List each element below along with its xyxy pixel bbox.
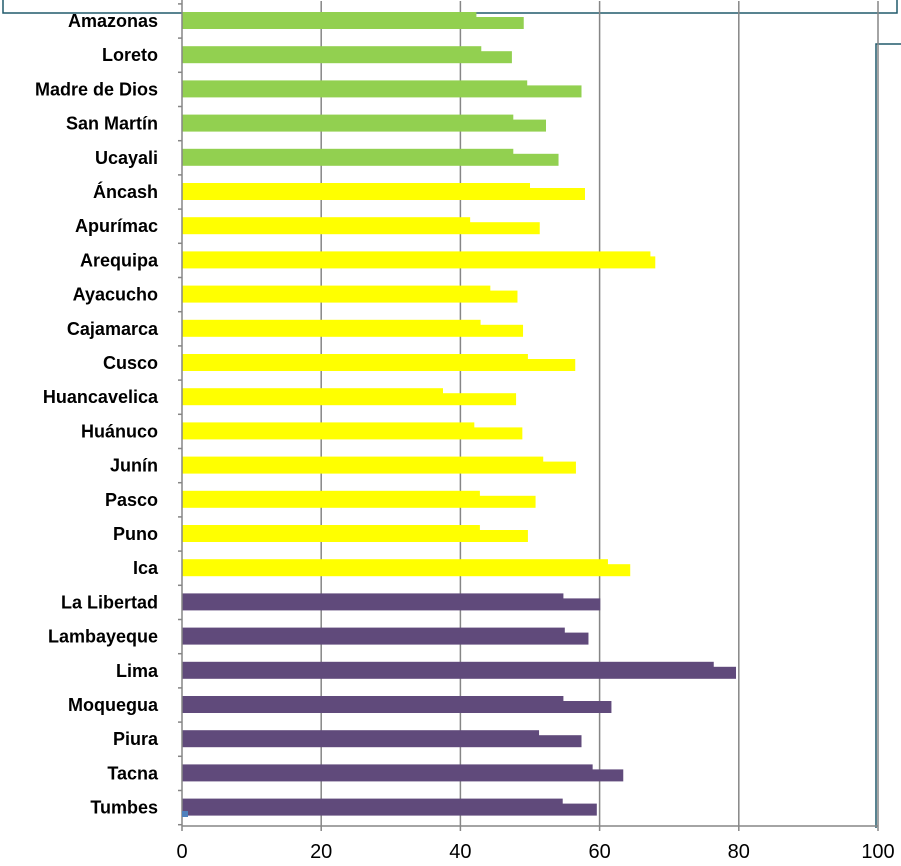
bar-s2-piura (182, 735, 582, 748)
category-label: Lima (116, 661, 159, 681)
category-label: Madre de Dios (35, 79, 158, 99)
bar-s2-junin (182, 461, 576, 474)
category-label: Pasco (105, 490, 158, 510)
bars (182, 12, 737, 816)
bar-s2-madre-de-dios (182, 85, 582, 98)
category-label: Loreto (102, 45, 158, 65)
annotation-bracket-right (875, 43, 901, 828)
tumbes-marker (182, 811, 188, 817)
x-tick-label: 0 (176, 841, 187, 863)
category-labels: Amazonas Loreto Madre de Dios San Martín Uca… (35, 11, 159, 818)
bar-s2-puno (182, 530, 528, 542)
x-tick-label: 20 (310, 841, 332, 863)
bar-s2-moquegua (182, 701, 612, 713)
category-label: Ica (133, 558, 159, 578)
bar-s2-ucayali (182, 153, 559, 166)
x-tick-label: 60 (588, 841, 610, 863)
category-label: Tumbes (90, 798, 158, 818)
bar-s2-apurimac (182, 222, 540, 235)
gridlines (320, 1, 879, 826)
category-label: Áncash (93, 181, 158, 202)
bar-s2-ica (182, 564, 631, 577)
category-label: Amazonas (68, 11, 158, 31)
bar-s2-huanuco (182, 427, 523, 440)
category-label: Lambayeque (48, 627, 158, 647)
category-label: San Martín (66, 114, 158, 134)
bar-s2-san-martin (182, 119, 547, 132)
category-label: La Libertad (61, 592, 158, 612)
bar-s2-cusco (182, 359, 576, 371)
category-label: Puno (113, 524, 158, 544)
bar-s2-pasco (182, 495, 536, 508)
x-tick-label: 80 (728, 841, 750, 863)
category-label: Cusco (103, 353, 158, 373)
x-tick-labels: 0 20 40 60 80 100 (176, 841, 894, 863)
bar-s2-ancash (182, 188, 585, 200)
x-tick-label: 40 (449, 841, 471, 863)
bar-s2-loreto (182, 51, 512, 64)
x-tick-label: 100 (861, 841, 894, 863)
bar-s2-lambayeque (182, 632, 589, 645)
category-label: Ucayali (95, 148, 158, 168)
axes (178, 0, 879, 831)
bar-s2-huancavelica (182, 393, 517, 406)
bar-s2-la-libertad (182, 598, 601, 611)
bar-s2-amazonas (182, 17, 524, 29)
category-label: Apurímac (75, 216, 158, 236)
category-label: Junín (110, 456, 158, 476)
bar-s2-ayacucho (182, 290, 518, 303)
category-label: Piura (113, 729, 159, 749)
category-label: Moquegua (68, 695, 159, 715)
category-label: Tacna (107, 763, 159, 783)
category-label: Cajamarca (67, 319, 159, 339)
category-label: Huánuco (81, 421, 158, 441)
category-label: Huancavelica (43, 387, 159, 407)
bar-s2-tacna (182, 769, 624, 782)
category-label: Arequipa (80, 250, 159, 270)
category-label: Ayacucho (73, 285, 158, 305)
bar-s2-cajamarca (182, 324, 524, 337)
bar-s2-lima (182, 666, 737, 679)
bar-s2-arequipa (182, 256, 656, 269)
bar-s2-tumbes (182, 803, 597, 816)
